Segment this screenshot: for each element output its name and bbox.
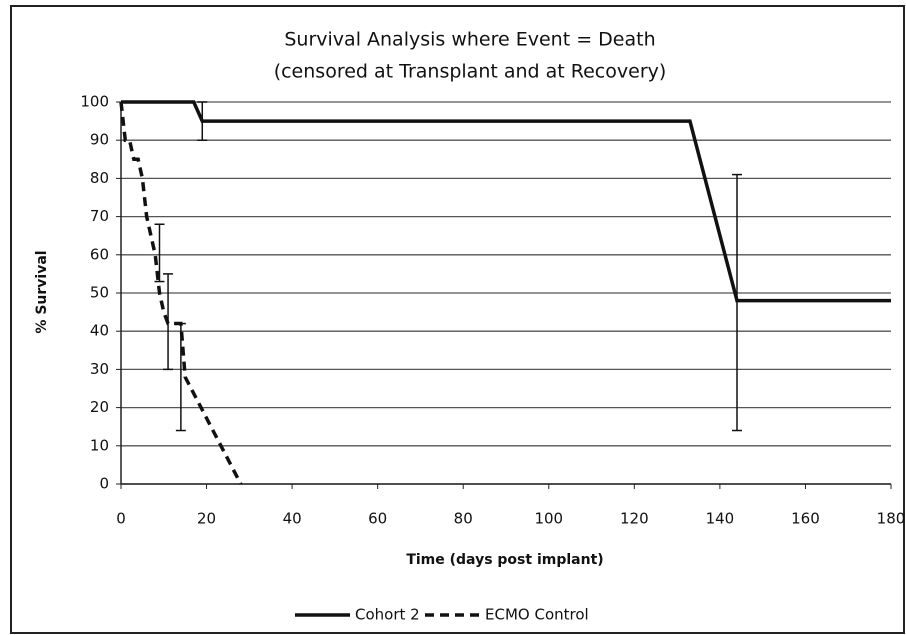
x-tick-label: 80 [454, 510, 473, 528]
y-tick-label: 20 [90, 398, 109, 416]
x-tick-label: 160 [791, 510, 820, 528]
series-line [121, 100, 891, 303]
x-axis-title: Time (days post implant) [406, 552, 603, 568]
chart-frame [10, 5, 905, 634]
x-tick-label: 40 [283, 510, 302, 528]
y-tick-label: 10 [90, 436, 109, 454]
y-tick-label: 100 [80, 93, 109, 111]
y-tick-label: 0 [99, 475, 109, 493]
y-tick-label: 70 [90, 207, 109, 225]
x-tick-label: 20 [197, 510, 216, 528]
x-tick-label: 140 [706, 510, 735, 528]
x-tick-label: 0 [116, 510, 126, 528]
chart-title: Survival Analysis where Event = Death [284, 29, 655, 51]
y-axis-title: % Survival [34, 250, 50, 333]
x-tick-label: 60 [368, 510, 387, 528]
y-tick-label: 90 [90, 131, 109, 149]
y-tick-label: 30 [90, 360, 109, 378]
legend-label: Cohort 2 [355, 606, 420, 624]
y-tick-label: 40 [90, 322, 109, 340]
x-tick-label: 180 [877, 510, 906, 528]
y-tick-label: 60 [90, 245, 109, 263]
x-tick-label: 100 [534, 510, 563, 528]
legend-label: ECMO Control [485, 606, 589, 624]
chart-subtitle: (censored at Transplant and at Recovery) [274, 61, 667, 83]
y-tick-label: 50 [90, 284, 109, 302]
x-tick-label: 120 [620, 510, 649, 528]
y-tick-label: 80 [90, 169, 109, 187]
